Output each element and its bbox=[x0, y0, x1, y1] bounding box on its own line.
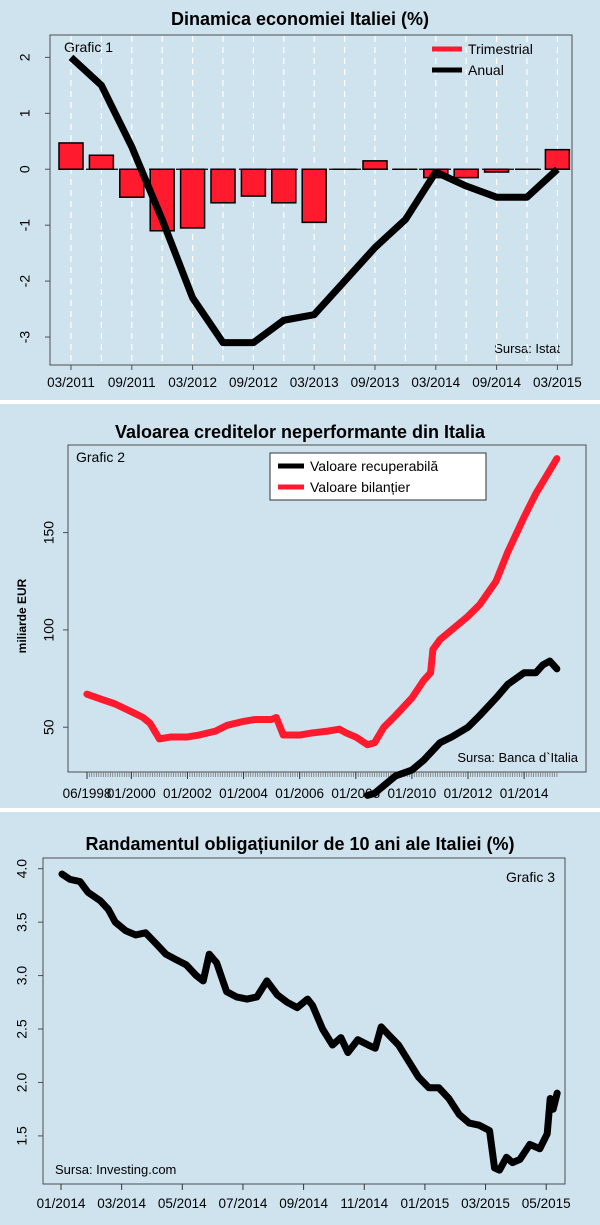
bar bbox=[453, 168, 479, 179]
y-tick-label: 100 bbox=[41, 618, 57, 642]
y-tick-label: -1 bbox=[17, 219, 33, 232]
bar bbox=[544, 148, 571, 170]
x-tick-label: 06/1998 bbox=[63, 786, 112, 801]
legend-box bbox=[269, 452, 487, 501]
y-tick-label: 2 bbox=[17, 53, 33, 61]
bar bbox=[210, 168, 236, 204]
series-line-bilantier bbox=[83, 455, 561, 749]
x-tick-label: 09/2011 bbox=[108, 375, 156, 390]
x-tick-label: 01/2006 bbox=[275, 786, 324, 801]
y-tick-label: 50 bbox=[41, 719, 57, 735]
x-tick-label: 09/2014 bbox=[279, 1196, 328, 1211]
x-tick-label: 03/2013 bbox=[290, 375, 339, 390]
chart-title: Randamentul obligațiunilor de 10 ani ale… bbox=[85, 834, 514, 854]
bar bbox=[301, 168, 327, 224]
x-tick-label: 07/2014 bbox=[219, 1196, 268, 1211]
panel-label: Grafic 2 bbox=[76, 449, 125, 465]
x-tick-label: 03/2014 bbox=[411, 375, 460, 390]
y-tick-label: 1 bbox=[17, 109, 33, 117]
x-tick-label: 01/2010 bbox=[387, 786, 436, 801]
panel-label: Grafic 3 bbox=[506, 869, 555, 885]
y-tick-label: 0 bbox=[17, 165, 33, 173]
source-label: Sursa: Investing.com bbox=[55, 1162, 176, 1177]
y-tick-label: 1.5 bbox=[14, 1126, 30, 1146]
series-line-recuperabila bbox=[363, 657, 561, 799]
bar bbox=[240, 168, 267, 197]
x-tick-label: 01/2000 bbox=[107, 786, 156, 801]
x-tick-label: 05/2014 bbox=[158, 1196, 207, 1211]
series-line-randament bbox=[58, 870, 561, 1174]
x-tick-label: 03/2012 bbox=[168, 375, 217, 390]
bar bbox=[179, 168, 206, 229]
bar bbox=[271, 168, 297, 204]
chart-title: Dinamica economiei Italiei (%) bbox=[171, 9, 429, 29]
chart-title: Valoarea creditelor neperformante din It… bbox=[115, 422, 486, 442]
bar bbox=[58, 142, 84, 170]
x-tick-label: 03/2011 bbox=[47, 375, 95, 390]
y-tick-label: 3.5 bbox=[14, 912, 30, 932]
x-tick-label: 09/2012 bbox=[229, 375, 278, 390]
y-tick-label: 3.0 bbox=[14, 966, 30, 986]
x-tick-label: 01/2002 bbox=[163, 786, 212, 801]
y-axis-label: miliarde EUR bbox=[15, 578, 29, 653]
panel-divider bbox=[0, 400, 600, 404]
x-tick-label: 03/2015 bbox=[533, 375, 582, 390]
source-label: Sursa: Banca d`Italia bbox=[457, 750, 578, 765]
y-tick-label: -3 bbox=[17, 331, 33, 344]
bar bbox=[88, 154, 115, 170]
panel-divider bbox=[0, 808, 600, 812]
x-tick-label: 03/2014 bbox=[97, 1196, 146, 1211]
legend-label: Valoare recuperabilă bbox=[310, 458, 438, 474]
x-tick-label: 01/2012 bbox=[444, 786, 493, 801]
y-tick-label: -2 bbox=[17, 275, 33, 288]
x-tick-label: 09/2013 bbox=[351, 375, 400, 390]
legend-label: Trimestrial bbox=[468, 41, 533, 57]
legend-label: Anual bbox=[468, 62, 504, 78]
x-tick-label: 01/2014 bbox=[37, 1196, 86, 1211]
legend-label: Valoare bilanțier bbox=[310, 479, 410, 495]
x-tick-label: 05/2015 bbox=[522, 1196, 571, 1211]
plot-area bbox=[42, 857, 566, 1185]
x-tick-label: 01/2014 bbox=[500, 786, 549, 801]
y-tick-label: 150 bbox=[41, 521, 57, 545]
bar bbox=[483, 168, 510, 173]
y-tick-label: 2.0 bbox=[14, 1073, 30, 1093]
bar bbox=[362, 160, 388, 170]
series-line-anual bbox=[68, 54, 560, 347]
x-tick-label: 09/2014 bbox=[472, 375, 521, 390]
bar bbox=[119, 168, 145, 198]
x-tick-label: 01/2015 bbox=[401, 1196, 450, 1211]
y-tick-label: 2.5 bbox=[14, 1019, 30, 1039]
y-tick-label: 4.0 bbox=[14, 859, 30, 879]
x-tick-label: 11/2014 bbox=[340, 1196, 388, 1211]
x-tick-label: 03/2015 bbox=[461, 1196, 510, 1211]
x-tick-label: 01/2004 bbox=[219, 786, 268, 801]
